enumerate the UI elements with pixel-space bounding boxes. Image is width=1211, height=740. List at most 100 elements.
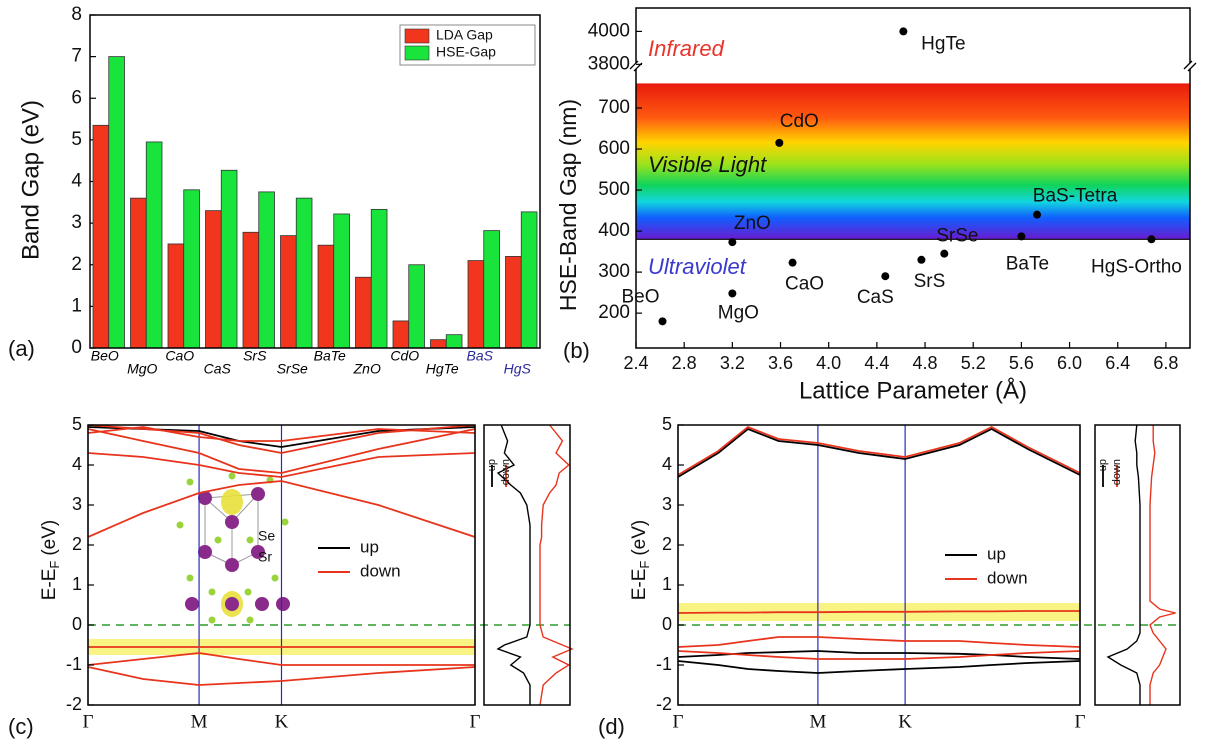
bar <box>168 244 184 348</box>
y-tick-label: 4000 <box>588 20 630 41</box>
y-tick-label: 4 <box>72 454 82 474</box>
y-tick-label: -1 <box>656 654 672 674</box>
bar <box>281 236 297 348</box>
point-label: BaS-Tetra <box>1033 186 1118 207</box>
bar <box>296 198 312 348</box>
x-tick-label: 3.2 <box>720 353 745 373</box>
y-tick-label: 500 <box>598 179 630 200</box>
y-tick-label: 2 <box>72 534 82 554</box>
y-axis-label: HSE-Band Gap (nm) <box>555 99 581 311</box>
y-tick-label: -1 <box>66 654 82 674</box>
y-tick-label: -2 <box>656 694 672 714</box>
y-tick-label: 0 <box>71 337 82 358</box>
x-tick-label: 6.8 <box>1153 353 1178 373</box>
x-tick-label: K <box>898 711 912 732</box>
x-tick-label: M <box>191 711 208 732</box>
y-axis-label-unit: (eV) <box>629 520 650 556</box>
bar <box>131 198 147 348</box>
x-tick-label: HgTe <box>426 361 459 377</box>
dos-legend-label: up <box>486 459 498 471</box>
band-line <box>678 427 1080 475</box>
y-tick-label: 300 <box>598 261 630 282</box>
x-tick-label: Γ <box>673 711 684 732</box>
bar <box>221 170 237 348</box>
point-label: CaS <box>857 287 894 308</box>
point-label: HgTe <box>921 33 965 54</box>
legend-label: LDA Gap <box>436 27 493 43</box>
inset-label: Se <box>258 528 275 544</box>
y-tick-label: 5 <box>72 414 82 434</box>
point-label: SrS <box>914 271 946 292</box>
panel-label: (d) <box>598 714 625 739</box>
y-axis-label-unit: (eV) <box>39 520 60 556</box>
y-tick-label: 6 <box>71 87 82 108</box>
point-label: BaTe <box>1006 253 1049 274</box>
x-tick-label: SrSe <box>277 361 308 377</box>
bar <box>109 57 125 348</box>
x-tick-label: MgO <box>127 361 157 377</box>
point <box>1147 235 1155 243</box>
band-line <box>678 661 1080 673</box>
point <box>940 250 948 258</box>
bar <box>356 277 372 348</box>
dos-legend-label: up <box>1097 459 1109 471</box>
point <box>881 272 889 280</box>
x-tick-label: BaS <box>467 348 494 364</box>
legend-label: down <box>987 568 1028 587</box>
x-tick-label: BaTe <box>314 348 346 364</box>
x-tick-label: 4.0 <box>816 353 841 373</box>
point-label: SrSe <box>936 226 978 247</box>
point-label: MgO <box>718 302 759 323</box>
legend-label: down <box>360 561 401 580</box>
point <box>1033 211 1041 219</box>
y-tick-label: 1 <box>71 295 82 316</box>
y-axis-label: E-EF(eV) <box>629 520 652 601</box>
x-tick-label: 5.2 <box>961 353 986 373</box>
bar <box>371 209 387 348</box>
bands <box>678 427 1080 673</box>
y-axis-label-main: E-E <box>629 569 650 601</box>
x-tick-label: 5.6 <box>1009 353 1034 373</box>
y-tick-label: 5 <box>662 414 672 434</box>
y-tick-label: 400 <box>598 220 630 241</box>
legend-swatch <box>405 29 429 43</box>
page: 012345678BeOMgOCaOCaSSrSSrSeBaTeZnOCdOHg… <box>0 0 1211 740</box>
bar <box>446 335 462 348</box>
x-tick-label: 6.4 <box>1105 353 1130 373</box>
bar <box>431 340 447 348</box>
dos-legend-label: down <box>500 459 512 485</box>
point <box>789 259 797 267</box>
bar <box>468 261 484 348</box>
x-tick-label: SrS <box>243 348 267 364</box>
bar <box>243 232 259 348</box>
bar <box>259 192 275 348</box>
bar <box>318 245 334 348</box>
x-axis-label: Lattice Parameter (Å) <box>799 376 1027 404</box>
bar <box>484 231 500 348</box>
bar <box>521 212 537 348</box>
y-axis-label-sub: F <box>47 561 62 569</box>
y-tick-label: 3 <box>662 494 672 514</box>
dos-line <box>1150 425 1176 705</box>
x-tick-label: 3.6 <box>768 353 793 373</box>
y-tick-label: 2 <box>71 254 82 275</box>
x-tick-label: HgS <box>504 361 532 377</box>
x-tick-label: Γ <box>1075 711 1086 732</box>
point <box>1017 232 1025 240</box>
legend-label: HSE-Gap <box>436 44 496 60</box>
annotation: Visible Light <box>648 152 767 177</box>
panel-label: (b) <box>563 338 590 363</box>
y-axis-label-main: E-E <box>39 569 60 601</box>
y-tick-label: 2 <box>662 534 672 554</box>
x-tick-label: BeO <box>91 348 119 364</box>
bar <box>506 256 522 348</box>
x-tick-label: 2.4 <box>623 353 648 373</box>
point <box>899 27 907 35</box>
legend-label: up <box>987 544 1006 563</box>
point <box>728 289 736 297</box>
legend-swatch <box>405 46 429 60</box>
bar <box>93 125 109 348</box>
y-tick-label: 0 <box>72 614 82 634</box>
annotation: Ultraviolet <box>648 254 747 279</box>
bar <box>206 211 222 348</box>
